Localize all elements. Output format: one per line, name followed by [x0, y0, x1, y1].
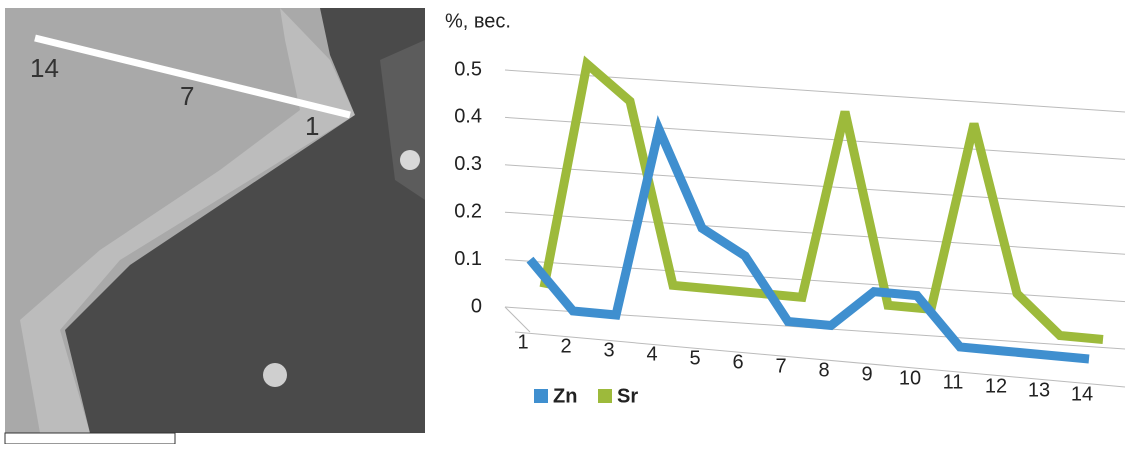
bright-spot [263, 363, 287, 387]
grid-line [504, 259, 1126, 303]
legend-label: Sr [617, 385, 638, 407]
micrograph: 14 7 1 [4, 8, 425, 445]
grid-line [504, 164, 1126, 208]
y-tick-label: 0.3 [454, 153, 482, 175]
x-tick-label: 1 [517, 331, 528, 353]
x-tick-label: 3 [603, 339, 614, 361]
x-tick-label: 5 [689, 347, 700, 369]
x-tick-label: 4 [646, 343, 657, 365]
legend-swatch [598, 389, 612, 403]
grid-line [504, 116, 1126, 160]
x-tick-label: 12 [985, 375, 1007, 397]
chart: %, вес. 00.10.20.30.40.51 2 3 4 5 6 7 8 9 10 11 12 1… [445, 10, 1126, 407]
y-tick-label: 0.5 [454, 58, 482, 80]
series-line [539, 55, 1104, 344]
x-tick-label: 2 [560, 335, 571, 357]
band [20, 8, 355, 433]
x-tick-label: 11 [943, 371, 964, 393]
x-tick-label: 10 [899, 367, 921, 389]
scale-bar [4, 432, 176, 445]
y-tick-label: 0.2 [454, 200, 482, 222]
x-tick-label: 7 [775, 355, 786, 377]
bright-spot [400, 150, 420, 170]
y-tick-label: 0 [471, 295, 482, 317]
series-line [526, 115, 1090, 364]
y-axis-label: %, вес. [445, 10, 511, 32]
x-tick-label: 6 [732, 351, 743, 373]
dark-area [65, 8, 425, 433]
x-tick-label: 8 [818, 359, 829, 381]
legend-label: Zn [553, 385, 577, 407]
legend-swatch [534, 389, 548, 403]
y-tick-label: 0.4 [454, 106, 482, 128]
point-label: 7 [180, 81, 194, 111]
point-label: 1 [305, 111, 319, 141]
floor-edge [514, 331, 1126, 388]
x-tick-label: 9 [861, 363, 872, 385]
y-tick-label: 0.1 [454, 248, 482, 270]
profile-line [34, 34, 351, 119]
point-label: 14 [30, 53, 59, 83]
x-tick-label: 13 [1028, 379, 1050, 401]
x-tick-label: 14 [1071, 383, 1093, 405]
floor-edge [504, 306, 531, 333]
